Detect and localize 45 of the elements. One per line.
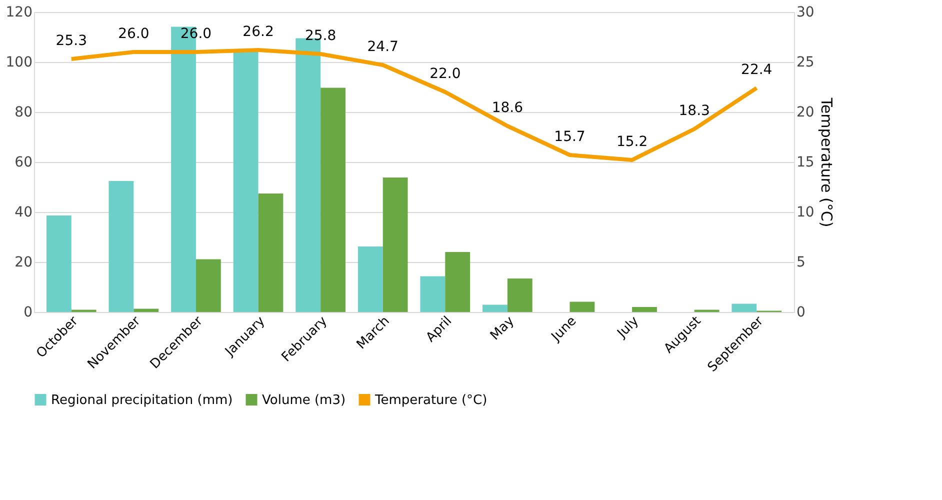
data-label: 15.7 bbox=[554, 129, 586, 145]
bar bbox=[134, 308, 159, 312]
bar bbox=[445, 252, 470, 312]
y-tick-label: 0 bbox=[24, 304, 32, 320]
data-label: 18.6 bbox=[492, 100, 524, 116]
legend-label: Regional precipitation (mm) bbox=[51, 392, 233, 408]
bar bbox=[420, 276, 446, 312]
bar bbox=[382, 178, 408, 312]
y-tick-label: 60 bbox=[14, 154, 32, 170]
data-label: 24.7 bbox=[367, 39, 398, 55]
bar bbox=[482, 304, 508, 312]
bar bbox=[732, 304, 757, 312]
bar bbox=[570, 302, 595, 312]
y-tick-label: 20 bbox=[14, 254, 32, 270]
y2-tick-label: 25 bbox=[796, 54, 814, 70]
bar bbox=[320, 88, 346, 312]
data-label: 25.8 bbox=[304, 28, 336, 44]
y-tick-label: 100 bbox=[6, 54, 32, 70]
bar bbox=[507, 278, 532, 312]
y2-tick-label: 0 bbox=[796, 304, 806, 320]
bar bbox=[46, 216, 72, 312]
legend-label: Temperature (°C) bbox=[374, 392, 488, 408]
y2-tick-label: 5 bbox=[796, 254, 806, 270]
data-label: 15.2 bbox=[616, 134, 648, 150]
data-label: 25.3 bbox=[56, 33, 87, 49]
y2-tick-label: 10 bbox=[796, 204, 814, 220]
data-label: 26.0 bbox=[180, 26, 212, 42]
y2-tick-label: 15 bbox=[796, 154, 814, 170]
data-label: 22.4 bbox=[741, 62, 772, 78]
y2-axis-title: Temperature (°C) bbox=[817, 96, 836, 228]
bar bbox=[196, 259, 221, 312]
y-tick-label: 120 bbox=[6, 4, 32, 20]
bar bbox=[358, 246, 383, 312]
data-label: 26.2 bbox=[242, 24, 274, 40]
bar bbox=[632, 307, 657, 312]
data-label: 18.3 bbox=[678, 103, 710, 119]
data-label: 26.0 bbox=[118, 26, 150, 42]
y2-tick-label: 20 bbox=[796, 104, 814, 120]
y-tick-label: 80 bbox=[14, 104, 32, 120]
data-label: 22.0 bbox=[430, 66, 461, 82]
y2-tick-label: 30 bbox=[796, 4, 814, 20]
legend-label: Volume (m3) bbox=[262, 392, 346, 408]
y-tick-label: 40 bbox=[14, 204, 32, 220]
bar bbox=[108, 181, 134, 312]
bar bbox=[258, 194, 284, 312]
